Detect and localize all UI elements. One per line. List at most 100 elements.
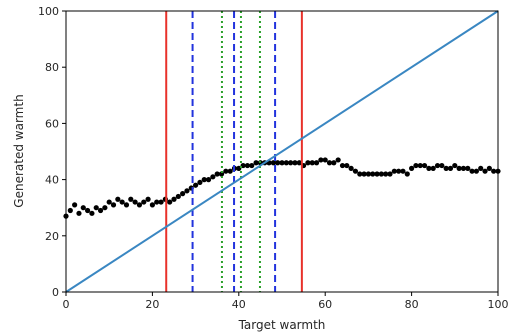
- data-point: [430, 165, 436, 171]
- data-point: [383, 171, 389, 177]
- diagonal-line: [65, 10, 499, 293]
- data-point: [443, 165, 449, 171]
- data-point: [413, 162, 419, 169]
- data-point: [400, 168, 406, 174]
- data-point: [439, 162, 445, 169]
- y-tick-label: 20: [45, 230, 59, 243]
- data-point: [331, 160, 337, 166]
- data-point: [102, 205, 108, 211]
- data-point: [145, 196, 151, 202]
- data-point: [365, 171, 371, 177]
- data-point: [97, 207, 104, 214]
- data-point: [288, 160, 294, 166]
- data-point: [417, 162, 423, 169]
- data-point: [370, 171, 376, 177]
- data-point: [391, 168, 397, 174]
- x-tick-label: 20: [145, 298, 159, 311]
- data-point: [283, 160, 289, 166]
- data-point: [80, 205, 86, 211]
- data-point: [154, 199, 160, 205]
- data-point: [309, 160, 315, 166]
- data-point: [76, 210, 82, 216]
- y-tick-label: 100: [38, 5, 59, 18]
- data-point: [465, 165, 471, 171]
- data-point: [473, 168, 479, 174]
- data-point: [180, 191, 186, 197]
- data-point: [326, 160, 333, 166]
- data-point: [426, 165, 432, 171]
- data-point: [72, 202, 78, 208]
- data-point: [387, 171, 393, 177]
- x-tick-label: 100: [488, 298, 509, 311]
- y-tick-label: 60: [45, 117, 59, 130]
- data-point: [167, 199, 173, 205]
- y-tick-label: 40: [45, 174, 59, 187]
- data-point: [275, 160, 281, 166]
- data-point: [136, 202, 143, 208]
- data-point: [482, 168, 488, 174]
- data-point: [85, 207, 91, 214]
- data-point: [89, 210, 95, 216]
- data-point: [447, 165, 454, 171]
- data-point: [378, 171, 384, 177]
- data-point: [469, 168, 475, 174]
- data-point: [322, 157, 328, 163]
- plot-frame: [65, 10, 499, 293]
- data-point: [158, 199, 164, 205]
- data-point: [244, 162, 251, 169]
- data-point: [223, 168, 229, 174]
- data-point: [210, 174, 216, 180]
- data-point: [249, 162, 255, 169]
- data-point: [106, 199, 112, 205]
- data-point: [296, 160, 302, 166]
- data-point: [339, 162, 346, 169]
- data-point: [119, 199, 125, 205]
- data-point: [205, 177, 212, 183]
- data-point: [270, 160, 276, 166]
- reference-lines-layer: [65, 10, 499, 293]
- data-point: [115, 196, 121, 202]
- x-tick-label: 40: [232, 298, 246, 311]
- data-point: [149, 202, 155, 208]
- data-point: [67, 207, 73, 214]
- data-point: [452, 162, 458, 169]
- data-point: [344, 162, 350, 169]
- data-point: [335, 157, 341, 163]
- data-point: [175, 193, 181, 200]
- data-point: [305, 160, 311, 166]
- x-axis-label: Target warmth: [238, 318, 326, 332]
- data-point: [421, 162, 428, 169]
- data-point: [253, 160, 259, 166]
- y-axis-label: Generated warmth: [12, 94, 26, 207]
- data-point: [478, 165, 484, 171]
- data-point: [110, 202, 117, 208]
- data-point: [141, 199, 147, 205]
- x-tick-label: 80: [405, 298, 419, 311]
- data-point: [197, 179, 203, 186]
- data-point: [292, 160, 298, 166]
- y-tick-label: 0: [52, 286, 59, 299]
- data-point: [128, 196, 134, 202]
- data-point: [93, 205, 99, 211]
- data-point: [352, 168, 359, 174]
- data-point: [227, 168, 233, 174]
- data-point: [123, 202, 130, 208]
- data-point: [491, 168, 497, 174]
- data-point: [193, 182, 199, 188]
- data-point: [409, 165, 415, 171]
- data-point: [132, 199, 138, 205]
- points-layer: [63, 157, 501, 219]
- data-point: [318, 157, 324, 163]
- data-point: [313, 160, 320, 166]
- data-point: [184, 188, 190, 194]
- data-point: [171, 196, 177, 202]
- data-point: [279, 160, 285, 166]
- data-point: [374, 171, 380, 177]
- data-point: [404, 171, 410, 177]
- x-tick-label: 60: [318, 298, 332, 311]
- data-point: [396, 168, 402, 174]
- data-point: [201, 177, 207, 183]
- x-tick-label: 0: [63, 298, 70, 311]
